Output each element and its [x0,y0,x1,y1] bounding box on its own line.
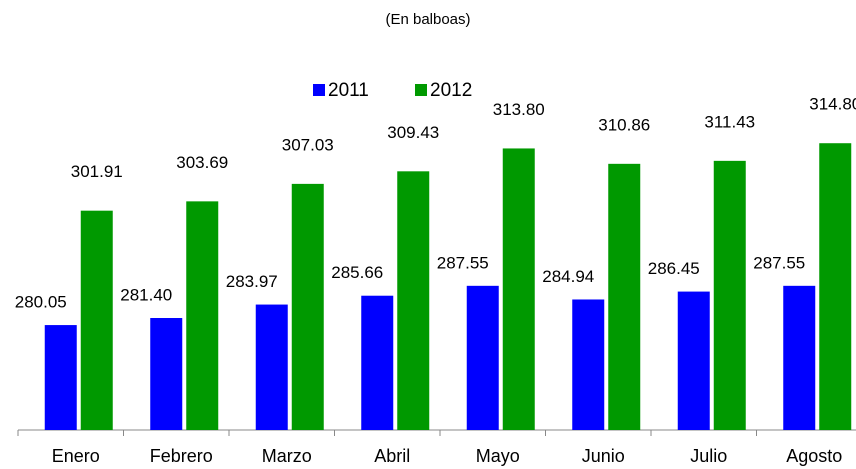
x-tick-label: Agosto [786,446,842,466]
value-label: 280.05 [15,293,67,312]
value-label: 287.55 [437,253,489,272]
value-label: 314.80 [809,95,856,114]
bar [572,299,605,430]
x-tick-label: Abril [374,446,410,466]
value-label: 287.55 [753,253,805,272]
value-label: 283.97 [226,272,278,291]
bar [44,325,77,430]
x-tick-label: Mayo [476,446,520,466]
value-label: 286.45 [648,259,700,278]
value-label: 303.69 [176,153,228,172]
value-label: 309.43 [387,123,439,142]
value-label: 301.91 [71,162,123,181]
bar [291,183,324,430]
x-tick-label: Junio [582,446,625,466]
bar [80,210,113,430]
x-tick-label: Febrero [150,446,213,466]
legend-swatch [313,84,325,96]
bar [819,143,852,431]
legend-swatch [415,84,427,96]
bar [186,201,219,430]
value-label: 313.80 [493,100,545,119]
value-label: 285.66 [331,263,383,282]
bar [783,285,816,430]
value-label: 284.94 [542,267,594,286]
value-label: 307.03 [282,135,334,154]
chart-title: (En balboas) [385,11,470,28]
value-label: 310.86 [598,115,650,134]
bar [150,318,183,430]
bar [255,304,288,430]
bar [677,291,710,430]
bar [608,163,641,430]
bar [713,160,746,430]
legend-label: 2011 [328,80,369,101]
x-tick-label: Marzo [262,446,312,466]
bar [397,171,430,430]
bar [502,148,535,431]
bar [361,295,394,430]
legend-label: 2012 [430,80,472,101]
x-tick-label: Enero [52,446,100,466]
value-label: 281.40 [120,285,172,304]
value-label: 311.43 [704,112,755,131]
bar [466,285,499,430]
x-tick-label: Julio [690,446,727,466]
